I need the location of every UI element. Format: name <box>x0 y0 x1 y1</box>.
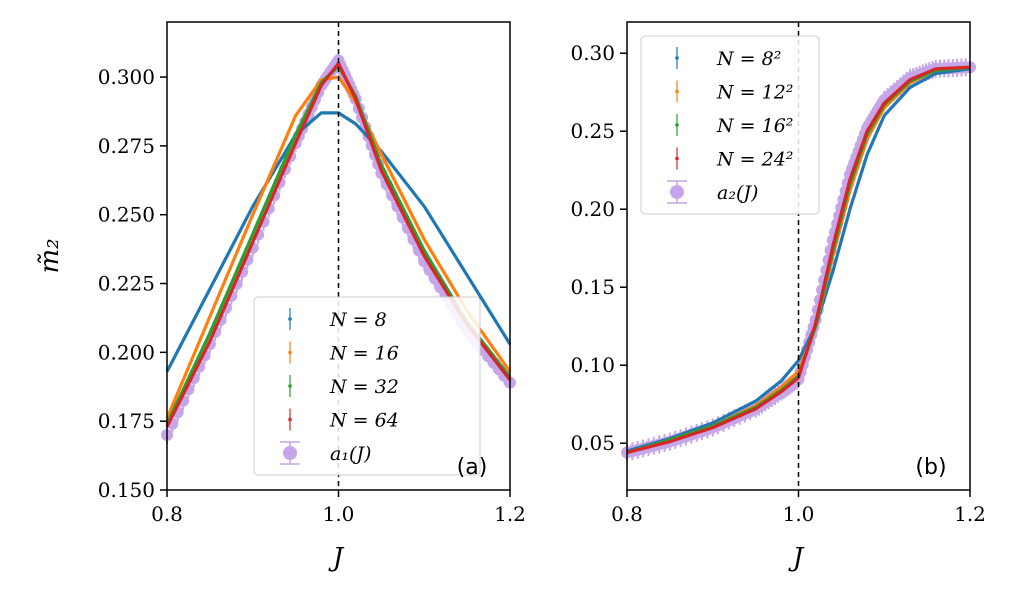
legend-label: N = 64 <box>329 410 399 432</box>
y-tick-label: 0.175 <box>98 409 155 433</box>
legend-label: N = 24² <box>716 149 793 171</box>
y-tick-label: 0.225 <box>98 272 155 296</box>
series-line-a-3 <box>165 61 512 428</box>
x-tick-label: 1.0 <box>323 502 355 526</box>
panel-b-ticks: 0.8 1.0 1.2 0.05 0.10 0.15 0.20 0.25 0.30 <box>570 41 985 526</box>
legend-label: a₂(J) <box>717 182 758 204</box>
panel-a: 0.8 1.0 1.2 0.150 0.175 0.200 0.225 0.250 0.275 0… <box>35 21 526 573</box>
y-tick-label: 0.10 <box>570 353 615 377</box>
panel-b-tag: (b) <box>915 455 946 480</box>
y-tick-label: 0.300 <box>98 65 155 89</box>
legend-handle <box>288 350 292 355</box>
legend-handle <box>675 89 679 94</box>
legend-box <box>253 296 481 476</box>
panel-b-curves <box>621 58 976 462</box>
series-line-b-0 <box>626 67 971 453</box>
y-tick-label: 0.150 <box>98 478 155 502</box>
panel-a-ticks: 0.8 1.0 1.2 0.150 0.175 0.200 0.225 0.250 0.275 0… <box>98 65 526 526</box>
y-tick-label: 0.20 <box>570 197 615 221</box>
legend-box <box>640 35 820 215</box>
legend-handle <box>675 156 679 161</box>
y-tick-label: 0.15 <box>570 275 615 299</box>
legend-label: N = 8 <box>329 309 387 331</box>
series-line-b-3 <box>626 65 971 455</box>
legend-handle <box>675 123 679 127</box>
legend-handle <box>288 384 292 388</box>
legend-handle <box>283 446 297 460</box>
legend-handle <box>288 317 292 321</box>
legend-handle <box>675 56 679 60</box>
x-tick-label: 1.0 <box>783 502 815 526</box>
legend-label: N = 16² <box>716 115 793 137</box>
panel-b-xlabel: J <box>788 543 805 573</box>
legend-handle <box>670 185 684 199</box>
legend-label: N = 8² <box>716 48 781 70</box>
legend-label: N = 16 <box>329 343 399 365</box>
legend-label: N = 32 <box>329 376 399 398</box>
y-tick-label: 0.200 <box>98 340 155 364</box>
x-tick-label: 0.8 <box>611 502 643 526</box>
legend-label: a₁(J) <box>330 443 371 465</box>
panel-b-legend: N = 8² N = 12² N = 16² N = 24² a₂(J) <box>640 35 820 215</box>
panel-a-ylabel: m̃₂ <box>35 238 65 273</box>
panel-a-xlabel: J <box>328 543 345 573</box>
x-tick-label: 0.8 <box>151 502 183 526</box>
y-tick-label: 0.05 <box>570 431 615 455</box>
x-tick-label: 1.2 <box>954 502 986 526</box>
y-tick-label: 0.250 <box>98 203 155 227</box>
legend-label: N = 12² <box>716 82 793 104</box>
y-tick-label: 0.30 <box>570 41 615 65</box>
panel-a-tag: (a) <box>457 455 488 480</box>
panel-b: 0.8 1.0 1.2 0.05 0.10 0.15 0.20 0.25 0.30 J N = … <box>570 21 986 573</box>
y-tick-label: 0.275 <box>98 134 155 158</box>
panel-a-legend: N = 8 N = 16 N = 32 N = 64 a₁(J) <box>253 296 481 476</box>
x-tick-label: 1.2 <box>494 502 526 526</box>
y-tick-label: 0.25 <box>570 119 615 143</box>
legend-handle <box>288 417 292 422</box>
